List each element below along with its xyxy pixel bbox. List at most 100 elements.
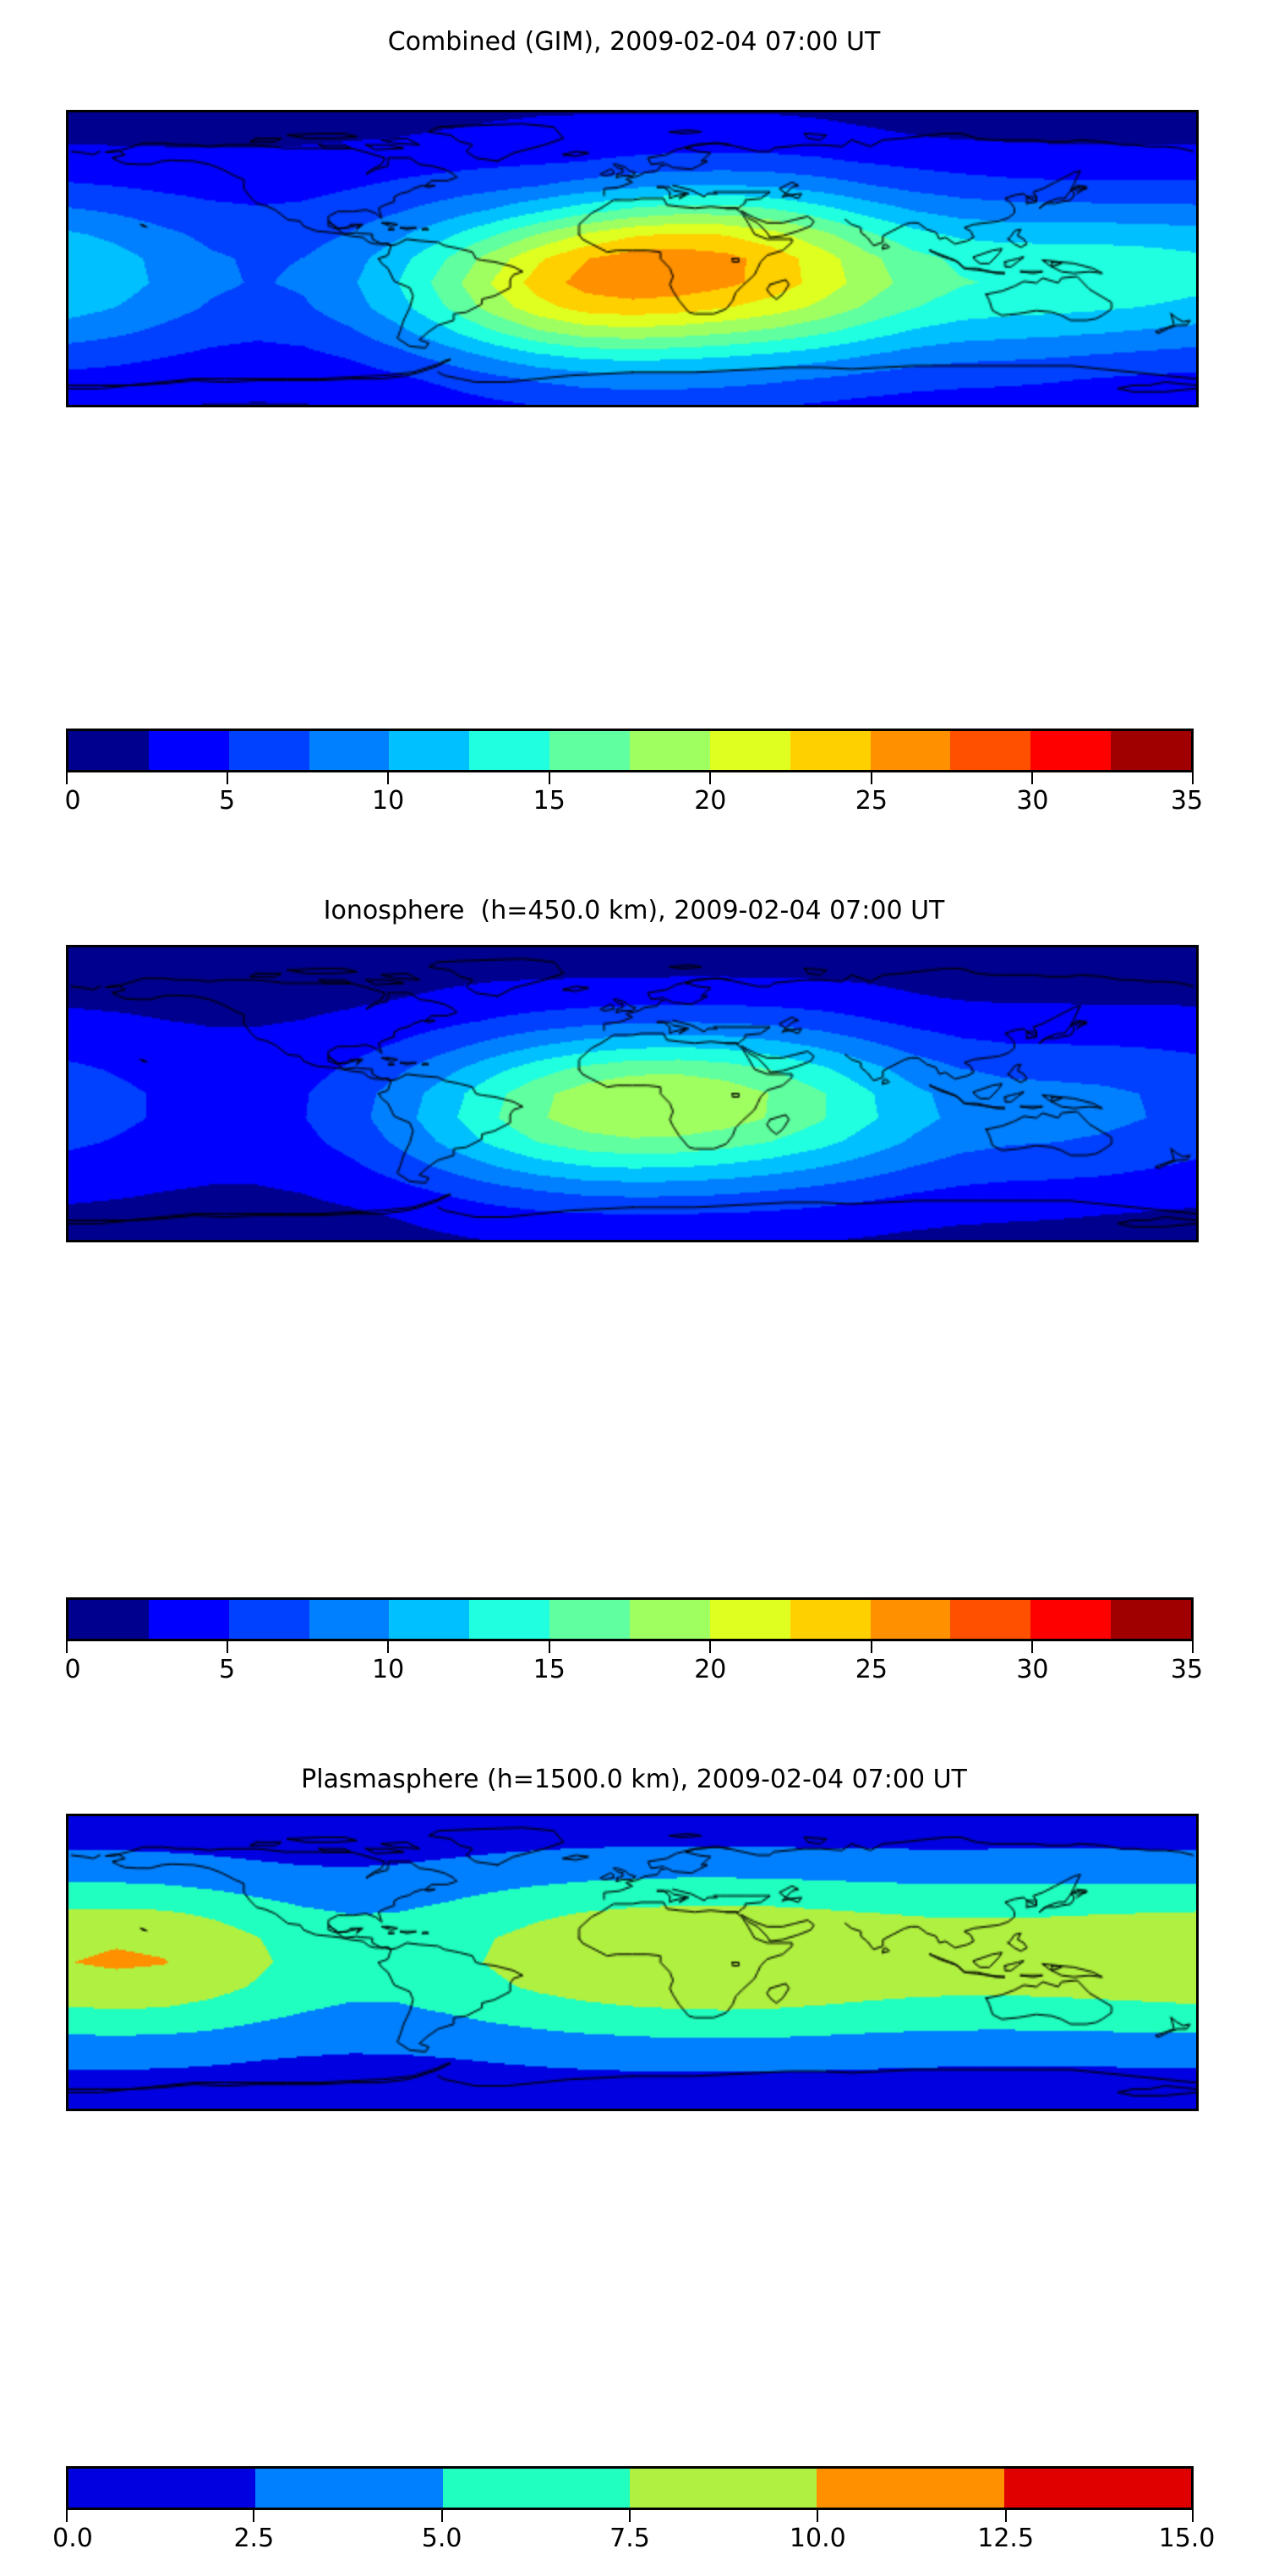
colorbar-tick-label: 35: [1170, 1655, 1204, 1684]
colorbar-segment: [68, 1600, 149, 1639]
map-canvas-plasmasphere: [68, 1816, 1196, 2109]
colorbar-strip-combined-gim: [66, 729, 1194, 772]
colorbar-tick-label: 0: [64, 786, 81, 816]
colorbar-tick: [548, 1641, 550, 1653]
colorbar-tick-label: 7.5: [609, 2524, 650, 2553]
colorbar-segment: [629, 2469, 817, 2508]
colorbar-segment: [148, 731, 229, 770]
colorbar-segment: [1111, 1600, 1192, 1639]
colorbar-tick: [1192, 1641, 1194, 1653]
colorbar-segment: [950, 731, 1031, 770]
colorbar-segment: [309, 1600, 390, 1639]
colorbar-tick: [66, 772, 68, 784]
colorbar-segment: [255, 2469, 443, 2508]
colorbar-segment: [950, 1600, 1031, 1639]
colorbar-tick: [629, 2510, 631, 2522]
colorbar-tick-label: 5.0: [421, 2524, 462, 2553]
panel-ionosphere: Ionosphere (h=450.0 km), 2009-02-04 07:0…: [0, 869, 1268, 1714]
colorbar-segment: [228, 1600, 309, 1639]
colorbar-segment: [309, 731, 390, 770]
colorbar-combined-gim: 0 5 10 15 20 25 30 35: [64, 729, 1203, 838]
colorbar-segment: [469, 1600, 550, 1639]
colorbar-segment: [68, 731, 149, 770]
map-combined-gim: [66, 110, 1199, 407]
colorbar-tick: [709, 1641, 712, 1653]
colorbar-tick-label: 0: [64, 1655, 81, 1684]
colorbar-segment: [389, 1600, 470, 1639]
map-canvas-ionosphere: [68, 947, 1196, 1240]
colorbar-tick: [66, 1641, 68, 1653]
colorbar-tick-label: 25: [855, 1655, 888, 1684]
colorbar-segment: [1030, 731, 1112, 770]
colorbar-segment: [68, 2469, 256, 2508]
map-plasmasphere: [66, 1814, 1199, 2111]
colorbar-tick-label: 15: [533, 786, 566, 816]
colorbar-segment: [1030, 1600, 1112, 1639]
colorbar-tick-label: 5: [219, 786, 236, 816]
colorbar-tick: [1192, 2510, 1194, 2522]
colorbar-tick-label: 0.0: [52, 2524, 93, 2553]
colorbar-tick: [66, 2510, 68, 2522]
colorbar-segment: [1003, 2469, 1191, 2508]
panel-title-ionosphere: Ionosphere (h=450.0 km), 2009-02-04 07:0…: [323, 896, 945, 925]
colorbar-ticks-ionosphere: [66, 1641, 1194, 1653]
colorbar-segment: [469, 731, 550, 770]
colorbar-tick-label: 10: [372, 1655, 405, 1684]
colorbar-segment: [870, 1600, 951, 1639]
colorbar-segment: [709, 1600, 790, 1639]
colorbar-strip-ionosphere: [66, 1597, 1194, 1641]
map-ionosphere: [66, 945, 1199, 1242]
colorbar-tick-label: 35: [1170, 786, 1204, 816]
colorbar-tick: [870, 1641, 872, 1653]
colorbar-segment: [148, 1600, 229, 1639]
map-canvas-combined-gim: [68, 112, 1196, 405]
colorbar-segment: [549, 1600, 631, 1639]
colorbar-segment: [870, 731, 951, 770]
colorbar-ionosphere: 0 5 10 15 20 25 30 35: [64, 1597, 1203, 1707]
colorbar-segment: [817, 2469, 1004, 2508]
colorbar-segment: [790, 731, 871, 770]
colorbar-segment: [790, 1600, 871, 1639]
panel-title-combined-gim: Combined (GIM), 2009-02-04 07:00 UT: [387, 27, 881, 57]
colorbar-segment: [389, 731, 470, 770]
colorbar-segment: [1111, 731, 1192, 770]
colorbar-tick: [548, 772, 550, 784]
colorbar-tick: [226, 772, 228, 784]
colorbar-tick: [709, 772, 712, 784]
colorbar-strip-plasmasphere: [66, 2466, 1194, 2510]
colorbar-segment: [709, 731, 790, 770]
colorbar-segment: [228, 731, 309, 770]
colorbar-tick-label: 5: [219, 1655, 236, 1684]
colorbar-tick: [817, 2510, 819, 2522]
colorbar-tick-label: 2.5: [233, 2524, 275, 2553]
colorbar-tick-label: 15.0: [1158, 2524, 1216, 2553]
colorbar-tick: [387, 1641, 390, 1653]
colorbar-plasmasphere: 0.0 2.5 5.0 7.5 10.0 12.5 15.0: [52, 2466, 1215, 2576]
colorbar-tick: [387, 772, 390, 784]
colorbar-segment: [549, 731, 631, 770]
colorbar-tick-label: 15: [533, 1655, 566, 1684]
colorbar-tick-label: 20: [694, 786, 727, 816]
colorbar-labels-plasmasphere: 0.0 2.5 5.0 7.5 10.0 12.5 15.0: [52, 2524, 1215, 2561]
colorbar-segment: [630, 731, 710, 770]
colorbar-tick: [440, 2510, 443, 2522]
colorbar-tick-label: 30: [1016, 1655, 1049, 1684]
colorbar-tick: [1004, 2510, 1007, 2522]
colorbar-segment: [442, 2469, 630, 2508]
colorbar-tick-label: 30: [1016, 786, 1049, 816]
colorbar-tick-label: 10.0: [789, 2524, 846, 2553]
colorbar-ticks-combined-gim: [66, 772, 1194, 784]
colorbar-tick-label: 20: [694, 1655, 727, 1684]
panel-plasmasphere: Plasmasphere (h=1500.0 km), 2009-02-04 0…: [0, 1738, 1268, 2553]
panel-combined-gim: Combined (GIM), 2009-02-04 07:00 UT 0 5 10…: [0, 0, 1268, 845]
colorbar-tick-label: 12.5: [977, 2524, 1035, 2553]
colorbar-tick-label: 25: [855, 786, 888, 816]
panel-title-plasmasphere: Plasmasphere (h=1500.0 km), 2009-02-04 0…: [301, 1765, 967, 1794]
colorbar-tick: [1192, 772, 1194, 784]
colorbar-tick-label: 10: [372, 786, 405, 816]
colorbar-ticks-plasmasphere: [66, 2510, 1194, 2522]
colorbar-tick: [1031, 1641, 1034, 1653]
colorbar-tick: [253, 2510, 255, 2522]
colorbar-labels-combined-gim: 0 5 10 15 20 25 30 35: [64, 786, 1203, 823]
